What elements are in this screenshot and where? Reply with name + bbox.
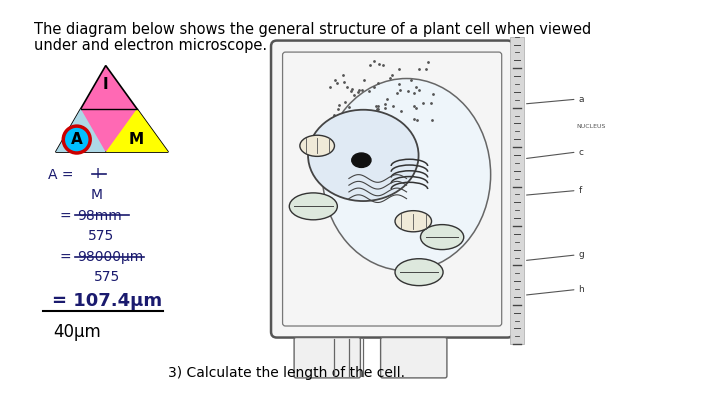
Text: =: =	[60, 210, 71, 224]
Text: a: a	[579, 95, 584, 104]
Text: M: M	[90, 188, 102, 202]
FancyBboxPatch shape	[381, 337, 447, 378]
FancyBboxPatch shape	[510, 37, 524, 344]
Ellipse shape	[395, 211, 431, 232]
Text: I: I	[96, 167, 100, 181]
Text: NUCLEUS: NUCLEUS	[577, 124, 606, 129]
Text: The diagram below shows the general structure of a plant cell when viewed: The diagram below shows the general stru…	[34, 22, 591, 37]
Ellipse shape	[420, 225, 464, 249]
Ellipse shape	[289, 193, 338, 220]
Text: 98mm: 98mm	[77, 209, 122, 223]
Text: I: I	[103, 77, 109, 92]
Text: 40μm: 40μm	[53, 323, 101, 341]
Ellipse shape	[395, 259, 443, 286]
Polygon shape	[55, 66, 168, 152]
Circle shape	[63, 126, 90, 153]
Text: = 107.4μm: = 107.4μm	[52, 292, 162, 310]
Text: under and electron microscope.: under and electron microscope.	[34, 38, 267, 53]
Text: c: c	[579, 147, 584, 157]
Ellipse shape	[308, 110, 418, 201]
Text: 98000μm: 98000μm	[77, 250, 143, 264]
FancyBboxPatch shape	[271, 40, 513, 337]
FancyBboxPatch shape	[294, 337, 361, 378]
Text: 575: 575	[94, 270, 120, 284]
Text: h: h	[579, 285, 585, 294]
Text: A =: A =	[48, 168, 73, 182]
Text: 3) Calculate the length of the cell.: 3) Calculate the length of the cell.	[168, 366, 405, 380]
Ellipse shape	[323, 79, 490, 271]
Polygon shape	[55, 109, 106, 152]
Text: f: f	[579, 186, 582, 195]
Text: 575: 575	[89, 229, 114, 243]
Ellipse shape	[352, 153, 371, 167]
Text: M: M	[128, 132, 143, 147]
Polygon shape	[106, 109, 168, 152]
Text: A: A	[71, 132, 83, 147]
Text: g: g	[579, 250, 585, 259]
Ellipse shape	[300, 135, 335, 156]
Text: =: =	[60, 251, 71, 265]
